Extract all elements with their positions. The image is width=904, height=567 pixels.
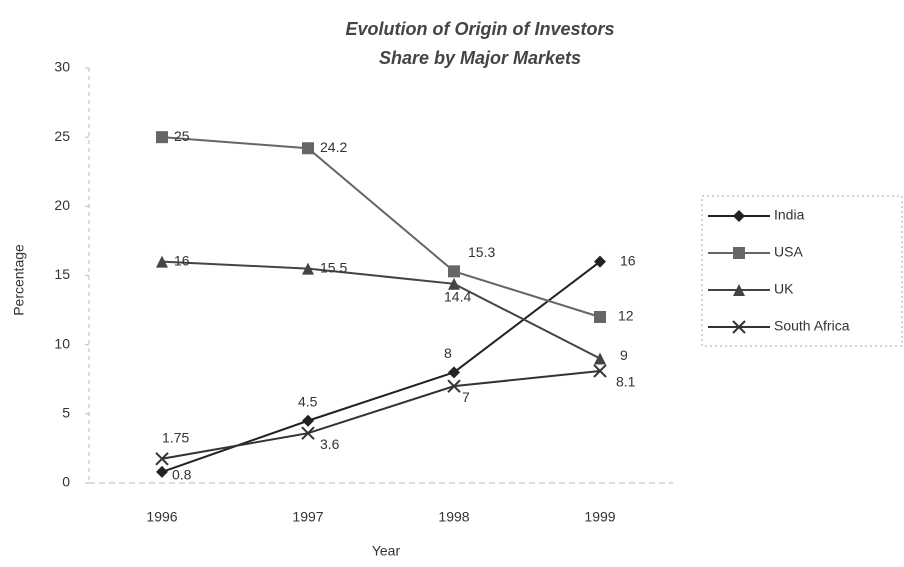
y-tick-label: 30: [54, 59, 70, 75]
marker: [156, 131, 168, 144]
marker: [593, 364, 607, 378]
data-label: 4.5: [298, 393, 318, 409]
data-label: 1.75: [162, 429, 189, 445]
chart-title: Evolution of Origin of Investors: [345, 19, 614, 39]
x-tick-label: 1997: [292, 509, 323, 525]
x-tick-label: 1996: [146, 509, 177, 525]
marker: [156, 465, 168, 478]
data-label: 8: [444, 345, 452, 361]
marker: [594, 311, 606, 323]
marker: [301, 426, 315, 440]
series-line: [161, 260, 601, 473]
series-line: [161, 369, 601, 460]
data-label: 12: [618, 308, 634, 324]
marker: [594, 352, 606, 365]
data-label: 16: [620, 252, 636, 268]
chart-subtitle: Share by Major Markets: [379, 48, 581, 68]
data-label: 16: [174, 252, 190, 268]
y-tick-label: 20: [54, 197, 70, 213]
data-label: 3.6: [320, 436, 340, 452]
marker: [302, 142, 314, 155]
legend-label: USA: [774, 244, 803, 260]
data-label: 15.5: [320, 259, 347, 275]
data-label: 9: [620, 347, 628, 363]
marker: [155, 452, 169, 466]
marker: [302, 414, 314, 427]
x-tick-label: 1998: [438, 509, 469, 525]
y-tick-label: 0: [62, 474, 70, 490]
data-label: 7: [462, 389, 470, 405]
y-axis-label: Percentage: [11, 244, 27, 316]
marker: [732, 320, 746, 334]
marker: [302, 262, 314, 275]
data-label: 0.8: [172, 467, 192, 483]
data-label: 25: [174, 128, 190, 144]
y-tick-label: 5: [62, 405, 70, 421]
y-tick-label: 25: [54, 128, 70, 144]
series-line: [161, 260, 601, 360]
data-label: 8.1: [616, 374, 636, 390]
y-tick-label: 15: [54, 266, 70, 282]
legend-label: South Africa: [774, 318, 850, 334]
marker: [156, 255, 168, 268]
marker: [448, 265, 460, 278]
marker: [733, 284, 745, 296]
y-tick-label: 10: [54, 335, 70, 351]
legend-label: UK: [774, 281, 794, 297]
marker: [594, 255, 606, 268]
data-label: 15.3: [468, 244, 495, 260]
marker: [447, 379, 461, 393]
data-label: 24.2: [320, 139, 347, 155]
marker: [448, 277, 460, 290]
series-line: [161, 136, 601, 318]
x-tick-label: 1999: [584, 509, 615, 525]
legend-box: [701, 195, 903, 347]
marker: [733, 210, 745, 222]
data-label: 14.4: [444, 289, 471, 305]
legend-label: India: [774, 207, 805, 223]
marker: [733, 247, 745, 259]
x-axis-label: Year: [372, 543, 401, 559]
marker: [448, 366, 460, 379]
